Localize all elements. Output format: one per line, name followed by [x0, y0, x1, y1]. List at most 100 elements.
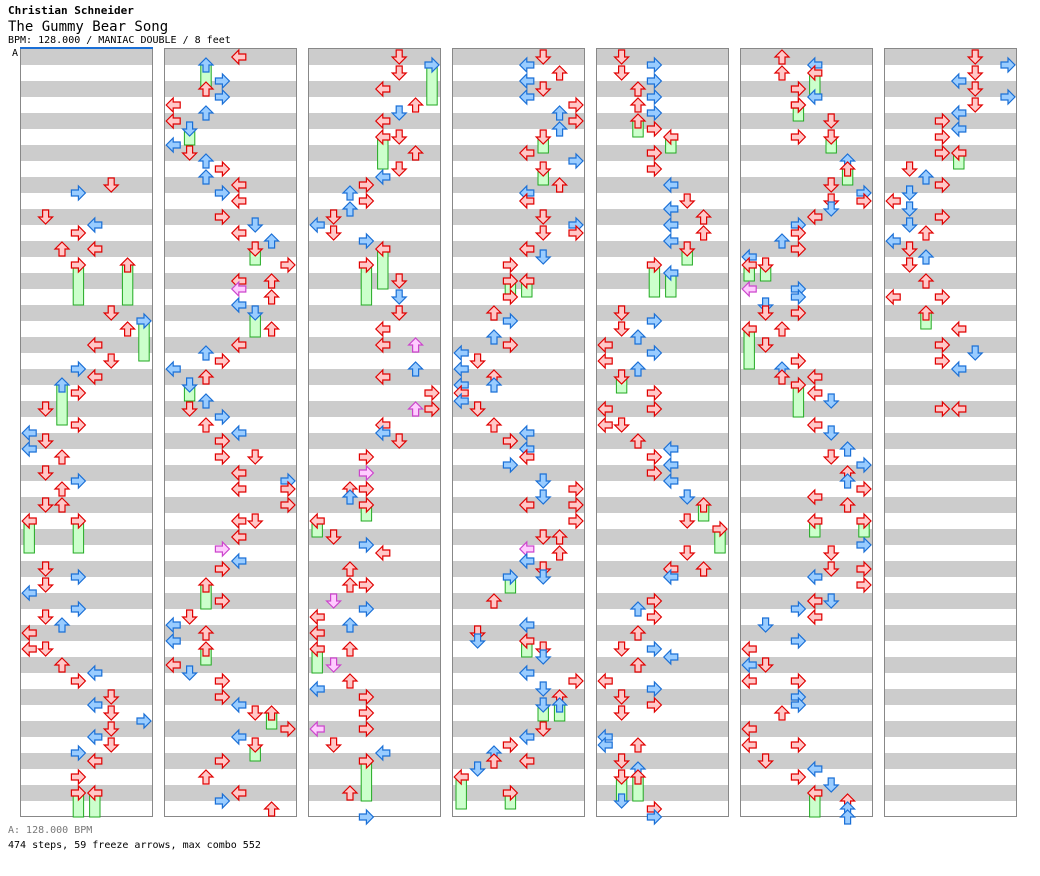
down-arrow-icon: [37, 641, 55, 657]
left-arrow-icon: [885, 288, 901, 306]
up-arrow-icon: [341, 577, 359, 593]
up-arrow-icon: [263, 705, 281, 721]
down-arrow-icon: [390, 129, 408, 145]
right-arrow-icon: [790, 128, 807, 146]
down-arrow-icon: [901, 241, 919, 257]
left-arrow-icon: [230, 48, 247, 66]
up-arrow-icon: [551, 697, 569, 713]
right-arrow-icon: [502, 256, 519, 274]
left-arrow-icon: [741, 736, 757, 754]
up-arrow-icon: [53, 497, 71, 513]
down-arrow-icon: [390, 305, 408, 321]
right-arrow-icon: [646, 344, 663, 362]
left-arrow-icon: [950, 104, 967, 122]
left-arrow-icon: [806, 416, 823, 434]
left-arrow-icon: [662, 568, 679, 586]
right-arrow-icon: [934, 112, 951, 130]
right-arrow-icon: [214, 752, 231, 770]
right-arrow-icon: [358, 600, 375, 618]
down-arrow-icon: [102, 705, 120, 721]
up-arrow-icon: [197, 417, 215, 433]
up-arrow-icon: [341, 201, 359, 217]
down-arrow-icon: [822, 561, 840, 577]
left-arrow-icon: [950, 320, 967, 338]
right-arrow-icon: [358, 232, 375, 250]
down-arrow-icon: [822, 777, 840, 793]
up-arrow-icon: [485, 593, 503, 609]
right-arrow-icon: [646, 400, 663, 418]
right-arrow-icon: [646, 680, 663, 698]
right-arrow-icon: [856, 560, 872, 578]
column-notes: [165, 48, 296, 817]
left-arrow-icon: [518, 752, 535, 770]
right-arrow-icon: [136, 712, 152, 730]
right-arrow-icon: [790, 768, 807, 786]
chart-column: [308, 48, 441, 826]
bpm-marker-label: A: [12, 48, 19, 59]
right-arrow-icon: [934, 144, 951, 162]
left-arrow-icon: [518, 240, 535, 258]
left-arrow-icon: [662, 648, 679, 666]
down-arrow-icon: [390, 161, 408, 177]
left-arrow-icon: [230, 192, 247, 210]
down-arrow-icon: [181, 665, 199, 681]
down-arrow-icon: [469, 761, 487, 777]
down-arrow-icon: [534, 721, 552, 737]
left-arrow-icon: [518, 448, 535, 466]
chart-column: [452, 48, 585, 817]
left-arrow-icon: [950, 144, 967, 162]
up-arrow-icon: [773, 369, 791, 385]
left-arrow-icon: [741, 280, 757, 298]
chart-column: [20, 48, 153, 818]
down-arrow-icon: [613, 641, 631, 657]
right-arrow-icon: [70, 472, 87, 490]
column-notes: [597, 49, 728, 826]
chart-info: BPM: 128.000 / MANIAC DOUBLE / 8 feet: [8, 35, 231, 46]
right-arrow-icon: [646, 464, 663, 482]
left-arrow-icon: [230, 728, 247, 746]
left-arrow-icon: [309, 680, 325, 698]
left-arrow-icon: [518, 192, 535, 210]
down-arrow-icon: [613, 417, 631, 433]
right-arrow-icon: [70, 768, 87, 786]
down-arrow-icon: [901, 257, 919, 273]
right-arrow-icon: [646, 608, 663, 626]
left-arrow-icon: [518, 144, 535, 162]
up-arrow-icon: [197, 393, 215, 409]
right-arrow-icon: [214, 88, 231, 106]
down-arrow-icon: [534, 649, 552, 665]
up-arrow-icon: [119, 321, 137, 337]
down-arrow-icon: [37, 609, 55, 625]
down-arrow-icon: [469, 353, 487, 369]
up-arrow-icon: [263, 289, 281, 305]
left-arrow-icon: [374, 424, 391, 442]
step-stats: 474 steps, 59 freeze arrows, max combo 5…: [8, 840, 261, 851]
up-arrow-icon: [917, 225, 935, 241]
down-arrow-icon: [102, 177, 120, 193]
left-arrow-icon: [230, 696, 247, 714]
up-arrow-icon: [53, 481, 71, 497]
down-arrow-icon: [757, 617, 775, 633]
down-arrow-icon: [181, 145, 199, 161]
right-arrow-icon: [790, 600, 807, 618]
up-arrow-icon: [485, 329, 503, 345]
right-arrow-icon: [280, 256, 296, 274]
right-arrow-icon: [358, 720, 375, 738]
down-arrow-icon: [534, 473, 552, 489]
down-arrow-icon: [325, 529, 343, 545]
left-arrow-icon: [374, 128, 391, 146]
right-arrow-icon: [280, 480, 296, 498]
right-arrow-icon: [790, 672, 807, 690]
right-arrow-icon: [934, 352, 951, 370]
right-arrow-icon: [214, 672, 231, 690]
left-arrow-icon: [950, 72, 967, 90]
column-notes: [309, 49, 440, 826]
down-arrow-icon: [102, 721, 120, 737]
right-arrow-icon: [358, 808, 375, 826]
down-arrow-icon: [390, 273, 408, 289]
up-arrow-icon: [407, 337, 425, 353]
down-arrow-icon: [37, 209, 55, 225]
down-arrow-icon: [102, 689, 120, 705]
up-arrow-icon: [197, 81, 215, 97]
up-arrow-icon: [263, 273, 281, 289]
